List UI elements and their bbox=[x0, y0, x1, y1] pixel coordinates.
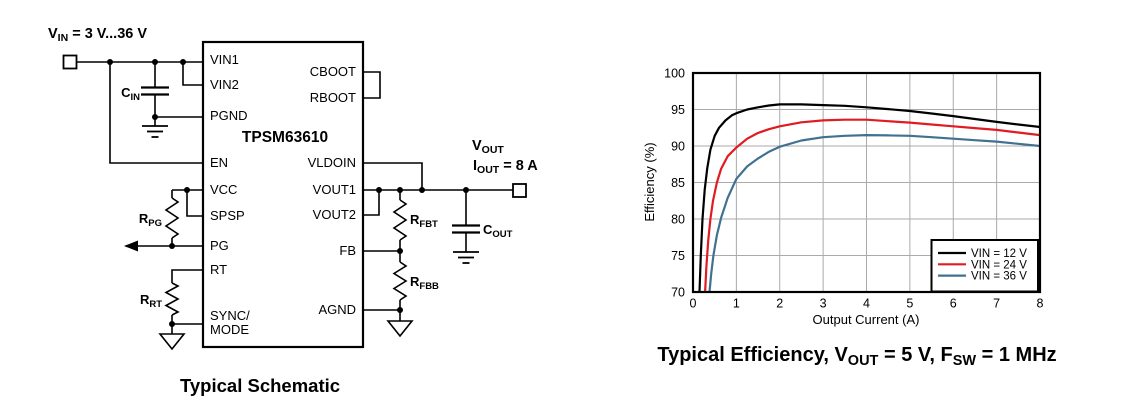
pin-label: VLDOIN bbox=[308, 155, 356, 170]
pin-label: RBOOT bbox=[310, 90, 356, 105]
input-terminal-icon bbox=[62, 54, 78, 70]
pg-arrow-icon bbox=[124, 240, 138, 252]
x-tick-label: 2 bbox=[776, 297, 783, 311]
pin-label: VOUT2 bbox=[313, 207, 356, 222]
chart-curves bbox=[698, 103, 1041, 293]
curve-vin-36-v bbox=[708, 134, 1041, 293]
pin-label: AGND bbox=[318, 302, 356, 317]
pin-label: VOUT1 bbox=[313, 182, 356, 197]
wire-vin2 bbox=[182, 62, 203, 86]
wire-rt bbox=[171, 269, 203, 283]
x-axis-label: Output Current (A) bbox=[813, 312, 920, 327]
resistor-rpg bbox=[164, 197, 180, 239]
schematic: TPSM63610 bbox=[48, 26, 538, 396]
curve-vin-12-v bbox=[698, 103, 1041, 293]
y-axis-label: Efficiency (%) bbox=[642, 142, 657, 221]
pin-label: EN bbox=[210, 155, 228, 170]
y-tick-label: 85 bbox=[671, 176, 685, 190]
y-tick-label: 95 bbox=[671, 103, 685, 117]
pin-label: FB bbox=[339, 243, 356, 258]
y-tick-label: 100 bbox=[664, 67, 685, 81]
pin-label: MODE bbox=[210, 322, 249, 337]
x-tick-label: 7 bbox=[993, 297, 1000, 311]
wire-vout2 bbox=[363, 190, 380, 216]
x-tick-label: 4 bbox=[863, 297, 870, 311]
chart-title: Typical Efficiency, VOUT = 5 V, FSW = 1 … bbox=[657, 344, 1056, 369]
vout-label: VOUT bbox=[472, 138, 504, 156]
y-tick-label: 90 bbox=[671, 140, 685, 154]
rrt-label: RRT bbox=[140, 292, 162, 310]
rfbt-label: RFBT bbox=[410, 212, 438, 230]
x-tick-label: 6 bbox=[950, 297, 957, 311]
ic-name: TPSM63610 bbox=[242, 129, 328, 146]
right-pin-labels: CBOOT RBOOT VLDOIN VOUT1 VOUT2 FB AGND bbox=[308, 64, 356, 317]
curve-vin-24-v bbox=[704, 118, 1041, 293]
cout-label: COUT bbox=[483, 222, 513, 240]
y-tick-label: 80 bbox=[671, 213, 685, 227]
x-tick-label: 3 bbox=[820, 297, 827, 311]
x-tick-label: 8 bbox=[1037, 297, 1044, 311]
y-tick-label: 70 bbox=[671, 286, 685, 300]
cin-label: CIN bbox=[121, 85, 140, 103]
capacitor-cin-icon bbox=[141, 86, 169, 96]
pin-label: PG bbox=[210, 238, 229, 253]
x-tick-label: 1 bbox=[733, 297, 740, 311]
resistor-rrt bbox=[164, 282, 180, 316]
wire-en bbox=[109, 62, 203, 164]
y-tick-label: 75 bbox=[671, 249, 685, 263]
pin-label: SPSP bbox=[210, 208, 245, 223]
iout-label: IOUT = 8 A bbox=[473, 158, 538, 176]
pin-label: SYNC/ bbox=[210, 308, 250, 323]
pin-label: CBOOT bbox=[310, 64, 356, 79]
pin-label: PGND bbox=[210, 108, 248, 123]
left-pin-labels: VIN1 VIN2 PGND EN VCC SPSP PG RT SYNC/ M… bbox=[210, 52, 250, 337]
output-terminal-icon bbox=[512, 183, 527, 198]
resistor-rfbb bbox=[392, 261, 408, 301]
rfbb-label: RFBB bbox=[410, 274, 439, 292]
wire-cboot-rboot bbox=[363, 71, 381, 99]
x-tick-label: 5 bbox=[906, 297, 913, 311]
pin-label: RT bbox=[210, 262, 227, 277]
ground-symbol-cout-icon bbox=[453, 251, 479, 264]
junction-dots bbox=[107, 59, 469, 327]
ground-symbol-agnd-icon bbox=[386, 320, 414, 338]
legend-label: VIN = 24 V bbox=[971, 259, 1027, 271]
resistor-rfbt bbox=[392, 199, 408, 241]
legend-label: VIN = 12 V bbox=[971, 248, 1027, 260]
pin-label: VIN1 bbox=[210, 52, 239, 67]
ground-symbol-cin-icon bbox=[142, 125, 168, 138]
chart-tick-labels: 0 1 2 3 4 5 6 7 8 70 75 80 85 90 95 100 bbox=[664, 67, 1043, 311]
pin-label: VIN2 bbox=[210, 77, 239, 92]
legend-label: VIN = 36 V bbox=[971, 271, 1027, 283]
x-tick-label: 0 bbox=[690, 297, 697, 311]
ground-symbol-sync-icon bbox=[158, 333, 186, 351]
resistors bbox=[164, 197, 408, 316]
wire-vldoin bbox=[363, 162, 423, 190]
rpg-label: RPG bbox=[139, 211, 162, 229]
plot-frame bbox=[691, 71, 1042, 294]
wire-spsp bbox=[186, 190, 203, 217]
vin-range-label: VIN = 3 V...36 V bbox=[48, 26, 147, 44]
capacitor-cout-icon bbox=[452, 224, 480, 234]
schematic-caption: Typical Schematic bbox=[180, 375, 340, 396]
pin-label: VCC bbox=[210, 182, 237, 197]
legend-box bbox=[930, 239, 1039, 293]
ic-body bbox=[201, 40, 365, 349]
